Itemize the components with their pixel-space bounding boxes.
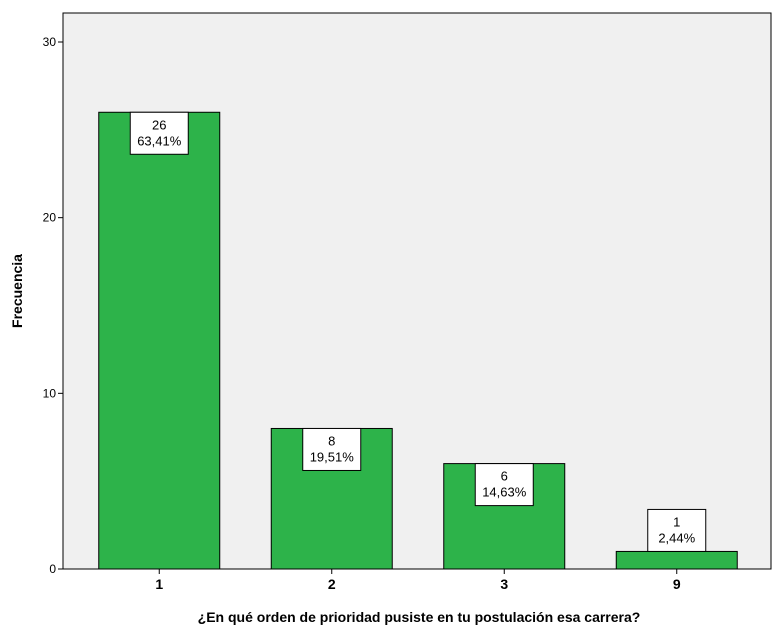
data-label-box (647, 508, 707, 552)
data-label-3: 614,63% (474, 463, 534, 507)
data-label-percent: 63,41% (137, 133, 182, 148)
data-label-box (474, 463, 534, 507)
x-axis: 1 2 3 9 (155, 569, 681, 592)
x-tick-label: 9 (673, 576, 681, 592)
x-tick-label: 1 (155, 576, 163, 592)
data-label-box (302, 427, 362, 471)
data-label-percent: 19,51% (310, 449, 355, 464)
data-label-count: 1 (673, 514, 680, 529)
y-tick-label: 0 (49, 562, 56, 576)
data-label-2: 819,51% (302, 427, 362, 471)
data-label-count: 26 (152, 117, 166, 132)
y-axis-title: Frecuencia (9, 254, 25, 328)
x-axis-title: ¿En qué orden de prioridad pusiste en tu… (198, 609, 641, 625)
bar-1 (98, 111, 221, 570)
data-label-9: 12,44% (647, 508, 707, 552)
data-label-percent: 14,63% (482, 485, 527, 500)
data-label-percent: 2,44% (658, 530, 695, 545)
x-tick-label: 2 (328, 576, 336, 592)
y-axis: 0 10 20 30 (43, 35, 63, 576)
bar-9 (615, 550, 738, 570)
y-tick-label: 10 (43, 386, 57, 400)
data-label-box (129, 111, 189, 155)
x-tick-label: 3 (500, 576, 508, 592)
y-tick-label: 30 (43, 35, 57, 49)
data-label-count: 8 (328, 433, 335, 448)
y-tick-label: 20 (43, 211, 57, 225)
data-label-count: 6 (501, 469, 508, 484)
